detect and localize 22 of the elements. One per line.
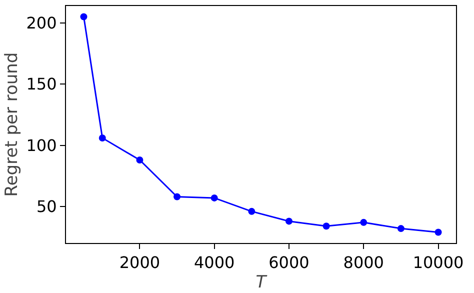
point [360,218,368,226]
y-axis-title: Regret per round [2,52,22,197]
point [434,228,442,236]
point [136,156,144,164]
point [322,222,330,230]
point [174,193,181,200]
x-axis-title: T [256,272,268,293]
point [80,13,88,20]
x-tick-label: 10000 [412,253,464,272]
point [248,208,256,215]
y-tick-label: 150 [26,74,57,94]
point [98,134,106,142]
x-tick-label: 6000 [268,253,310,272]
x-tick-label: 2000 [119,253,160,272]
point [210,194,218,202]
point [397,225,404,232]
x-tick-label: 4000 [194,253,235,272]
y-tick-label: 100 [26,136,57,155]
y-tick-label: 200 [26,13,57,32]
point [285,218,292,225]
y-tick-label: 50 [36,197,57,216]
x-tick-label: 8000 [343,253,384,272]
